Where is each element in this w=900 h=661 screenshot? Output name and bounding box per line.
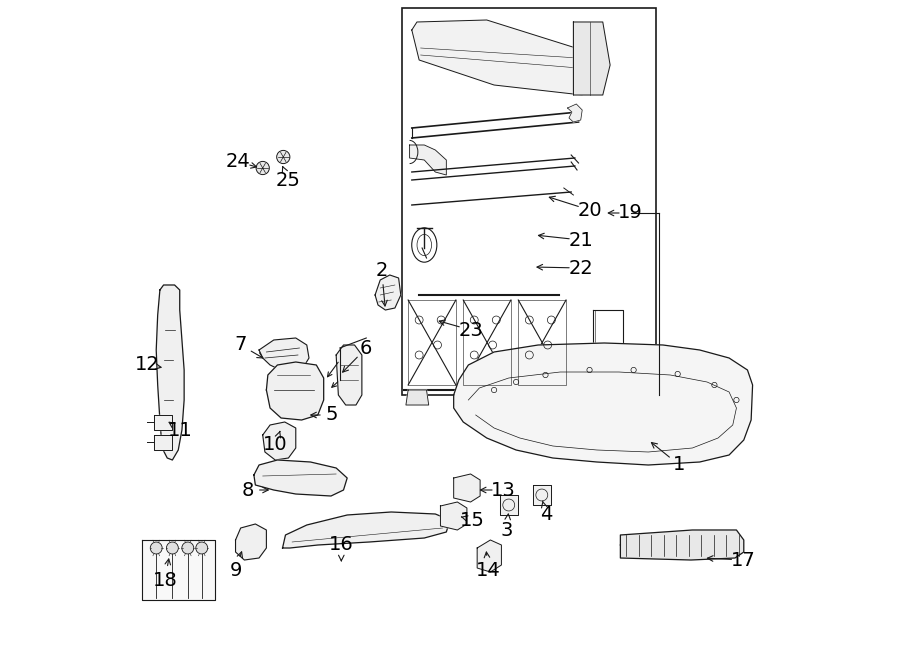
Polygon shape <box>440 502 467 530</box>
Text: 19: 19 <box>618 204 643 223</box>
Text: 18: 18 <box>153 570 177 590</box>
Text: 24: 24 <box>226 153 251 171</box>
Text: 1: 1 <box>673 455 685 475</box>
Polygon shape <box>259 338 309 372</box>
Text: 25: 25 <box>276 171 301 190</box>
Text: 4: 4 <box>540 506 553 524</box>
Text: 13: 13 <box>491 481 516 500</box>
Text: 23: 23 <box>458 321 483 340</box>
Polygon shape <box>154 415 173 430</box>
Polygon shape <box>154 435 173 450</box>
Polygon shape <box>236 524 266 560</box>
Polygon shape <box>500 495 518 515</box>
Text: 10: 10 <box>263 436 287 455</box>
Polygon shape <box>406 390 428 405</box>
Text: 17: 17 <box>731 551 755 570</box>
Circle shape <box>196 542 208 554</box>
Polygon shape <box>568 104 582 122</box>
Text: 11: 11 <box>168 420 193 440</box>
Text: 20: 20 <box>577 200 602 219</box>
Polygon shape <box>454 343 752 465</box>
Circle shape <box>166 542 178 554</box>
Circle shape <box>256 161 269 175</box>
Polygon shape <box>375 275 401 310</box>
Bar <box>402 8 655 395</box>
Polygon shape <box>157 285 184 460</box>
Text: 12: 12 <box>135 356 160 375</box>
Polygon shape <box>573 22 610 95</box>
Polygon shape <box>593 310 623 360</box>
Text: 7: 7 <box>235 336 247 354</box>
Polygon shape <box>454 474 480 502</box>
Text: 15: 15 <box>460 510 485 529</box>
Text: 21: 21 <box>569 231 593 249</box>
Text: 2: 2 <box>375 260 388 280</box>
Polygon shape <box>410 145 446 175</box>
Text: 5: 5 <box>326 405 338 424</box>
Polygon shape <box>254 460 347 496</box>
Text: 22: 22 <box>569 258 593 278</box>
Text: 9: 9 <box>230 561 242 580</box>
Circle shape <box>182 542 194 554</box>
Polygon shape <box>533 485 551 505</box>
Text: 14: 14 <box>476 561 500 580</box>
Polygon shape <box>549 390 572 405</box>
Polygon shape <box>620 530 743 560</box>
Text: 8: 8 <box>242 481 254 500</box>
Polygon shape <box>283 512 450 548</box>
Polygon shape <box>263 422 296 460</box>
Circle shape <box>150 542 162 554</box>
Polygon shape <box>337 345 362 405</box>
Polygon shape <box>412 20 590 95</box>
Polygon shape <box>266 362 324 420</box>
Text: 16: 16 <box>328 535 354 555</box>
Circle shape <box>276 151 290 164</box>
Polygon shape <box>477 540 501 572</box>
Text: 3: 3 <box>500 520 513 539</box>
Polygon shape <box>141 540 215 600</box>
Text: 6: 6 <box>360 338 373 358</box>
